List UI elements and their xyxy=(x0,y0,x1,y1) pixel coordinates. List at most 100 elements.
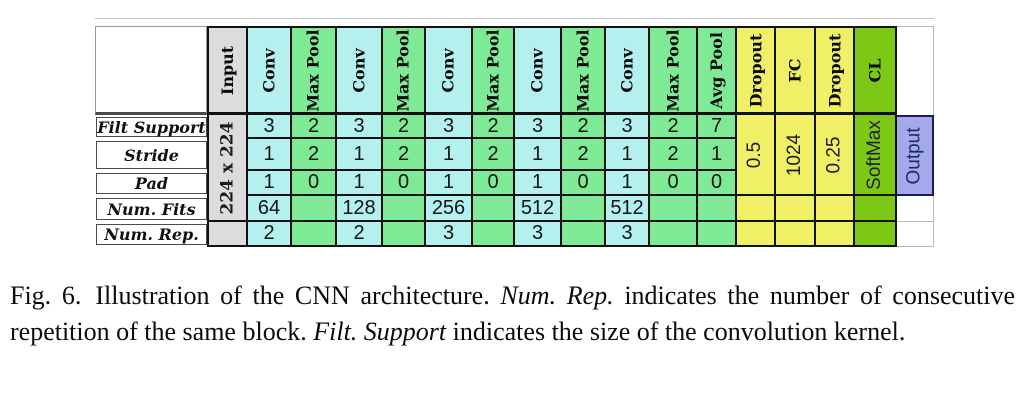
value-text: 3 xyxy=(531,115,544,137)
value-text: 1 xyxy=(442,142,455,165)
cell-maxpool4-r1: 2 xyxy=(562,115,606,139)
cell-conv1-r3: 1 xyxy=(248,171,292,196)
cell-maxpool5-r5 xyxy=(650,222,698,247)
value-text: 2 xyxy=(307,115,320,137)
header-label-input: Input xyxy=(218,45,238,95)
value-text: Output xyxy=(903,126,925,185)
header-input: Input xyxy=(207,26,248,115)
value-text: 128 xyxy=(342,196,376,219)
row-label-box: Num. Rep. xyxy=(96,224,207,245)
cell-avgpool-r3: 0 xyxy=(698,171,737,196)
header-output xyxy=(897,26,934,115)
header-maxpool3: Max Pool xyxy=(473,26,515,115)
header-maxpool4: Max Pool xyxy=(562,26,606,115)
caption-text-2: indicates the number of consecutive repe… xyxy=(10,281,1016,346)
value-text: 3 xyxy=(621,115,633,137)
cell-conv2-r5: 2 xyxy=(337,222,383,247)
value-text: 2 xyxy=(397,115,410,137)
header-label-maxpool2: Max Pool xyxy=(394,28,413,112)
header-maxpool2: Max Pool xyxy=(383,26,426,115)
value-text: 2 xyxy=(577,142,589,165)
cell-conv3-r4: 256 xyxy=(426,196,473,222)
row-label-header-cell xyxy=(95,26,207,115)
cell-conv3-r3: 1 xyxy=(426,171,473,196)
value-text: 7 xyxy=(710,115,723,137)
value-text: 2 xyxy=(307,142,320,165)
cell-conv3-r5: 3 xyxy=(426,222,473,247)
header-label-dropout2: Dropout xyxy=(825,33,845,107)
value-text: 2 xyxy=(667,115,679,137)
value-text: 1 xyxy=(263,142,275,165)
row-label-text: Num. Fits xyxy=(107,199,196,219)
header-conv4: Conv xyxy=(515,26,562,115)
cell-output-r1: Output xyxy=(897,115,934,196)
cell-avgpool-r1: 7 xyxy=(698,115,737,139)
figure-caption: Fig. 6. Illustration of the CNN architect… xyxy=(10,278,1015,350)
header-conv2: Conv xyxy=(337,26,383,115)
cell-conv2-r4: 128 xyxy=(337,196,383,222)
value-text: 1024 xyxy=(784,133,805,176)
row-label-pad: Pad xyxy=(95,171,207,196)
cell-maxpool3-r4 xyxy=(473,196,515,222)
header-label-fc: FC xyxy=(785,57,805,83)
value-text: 3 xyxy=(531,222,544,244)
cell-conv5-r1: 3 xyxy=(606,115,650,139)
cell-maxpool2-r1: 2 xyxy=(383,115,426,139)
cell-conv1-r4: 64 xyxy=(248,196,292,222)
cell-output-r4 xyxy=(897,196,934,222)
cell-conv1-r5: 2 xyxy=(248,222,292,247)
value-text: 1 xyxy=(442,171,455,193)
cell-maxpool5-r2: 2 xyxy=(650,139,698,171)
cell-avgpool-r5 xyxy=(698,222,737,247)
cell-cl-r5 xyxy=(855,222,897,247)
cell-conv5-r2: 1 xyxy=(606,139,650,171)
cell-maxpool2-r4 xyxy=(383,196,426,222)
cell-maxpool5-r4 xyxy=(650,196,698,222)
cell-input-r5 xyxy=(207,222,248,247)
row-label-num-rep: Num. Rep. xyxy=(95,222,207,247)
header-label-maxpool1: Max Pool xyxy=(304,28,323,112)
cell-maxpool3-r1: 2 xyxy=(473,115,515,139)
cell-conv5-r5: 3 xyxy=(606,222,650,247)
spreadsheet-gridline xyxy=(95,18,934,19)
value-text: 1 xyxy=(621,142,633,165)
header-label-conv3: Conv xyxy=(439,47,458,93)
header-label-maxpool3: Max Pool xyxy=(483,28,503,112)
value-text: 512 xyxy=(610,196,644,219)
cell-conv2-r3: 1 xyxy=(337,171,383,196)
header-label-maxpool5: Max Pool xyxy=(663,28,683,112)
header-conv1: Conv xyxy=(248,26,292,115)
header-dropout2: Dropout xyxy=(816,26,855,115)
value-text: 0.5 xyxy=(744,141,766,168)
cell-avgpool-r2: 1 xyxy=(698,139,737,171)
header-fc: FC xyxy=(776,26,816,115)
header-conv5: Conv xyxy=(606,26,650,115)
value-text: 224 x 224 xyxy=(217,121,238,214)
value-text: 0.25 xyxy=(823,136,845,173)
value-text: 1 xyxy=(710,142,723,165)
cell-maxpool3-r2: 2 xyxy=(473,139,515,171)
cell-conv1-r2: 1 xyxy=(248,139,292,171)
cell-cl-r4 xyxy=(855,196,897,222)
header-dropout1: Dropout xyxy=(737,26,776,115)
cell-conv5-r3: 1 xyxy=(606,171,650,196)
cell-maxpool2-r5 xyxy=(383,222,426,247)
cell-conv4-r3: 1 xyxy=(515,171,562,196)
value-text: 3 xyxy=(621,222,633,244)
header-label-avgpool: Avg Pool xyxy=(707,31,726,109)
row-label-box: Stride xyxy=(96,141,207,169)
value-text: 2 xyxy=(487,115,499,137)
value-text: 0 xyxy=(487,171,499,193)
cell-fc-r1: 1024 xyxy=(776,115,816,196)
cell-conv2-r1: 3 xyxy=(337,115,383,139)
cell-maxpool3-r5 xyxy=(473,222,515,247)
value-text: 0 xyxy=(307,171,320,193)
value-text: 1 xyxy=(621,171,633,193)
value-text: 3 xyxy=(442,222,455,244)
cell-conv4-r4: 512 xyxy=(515,196,562,222)
value-text: 1 xyxy=(531,142,544,165)
row-label-text: Num. Rep. xyxy=(104,225,199,244)
value-text: SoftMax xyxy=(864,119,886,190)
caption-text-1: Illustration of the CNN architecture. xyxy=(95,281,490,310)
